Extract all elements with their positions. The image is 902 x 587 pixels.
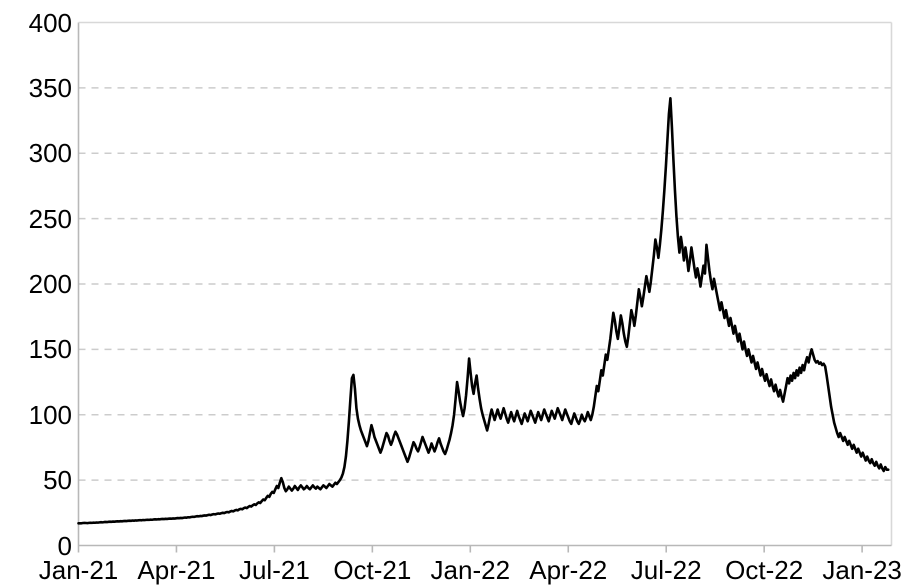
axis-frame-group [77,21,893,547]
x-axis-tick-label: Apr-22 [529,554,608,585]
y-axis-tick-label: 150 [28,334,72,365]
y-axis-tick-label: 250 [28,203,72,234]
x-axis-tick-label: Oct-22 [725,554,804,585]
x-axis-tick-label: Jan-22 [430,554,511,585]
y-axis-tick-label: 300 [28,138,72,169]
y-axis-tick-label: 50 [43,465,72,496]
data-series-line [77,97,890,525]
x-axis-tick-label: Jan-23 [822,554,902,585]
y-axis-tick-label: 100 [28,399,72,430]
y-axis-tick-label: 0 [57,530,72,561]
gridlines-group [78,87,892,481]
y-axis-tick-labels: 0 50 100 150 200 250 300 350 400 [0,0,72,587]
x-axis-tick-label: Jul-22 [630,554,702,585]
x-axis-tick-label: Jul-21 [238,554,310,585]
x-axis-tick-label: Jan-21 [38,554,119,585]
x-axis-tick-label: Apr-21 [137,554,216,585]
x-axis-tick-label: Oct-21 [333,554,412,585]
y-axis-tick-label: 200 [28,269,72,299]
x-axis-ticks-group [77,545,863,553]
y-axis-tick-label: 350 [28,72,72,103]
y-axis-tick-label: 400 [28,7,72,38]
